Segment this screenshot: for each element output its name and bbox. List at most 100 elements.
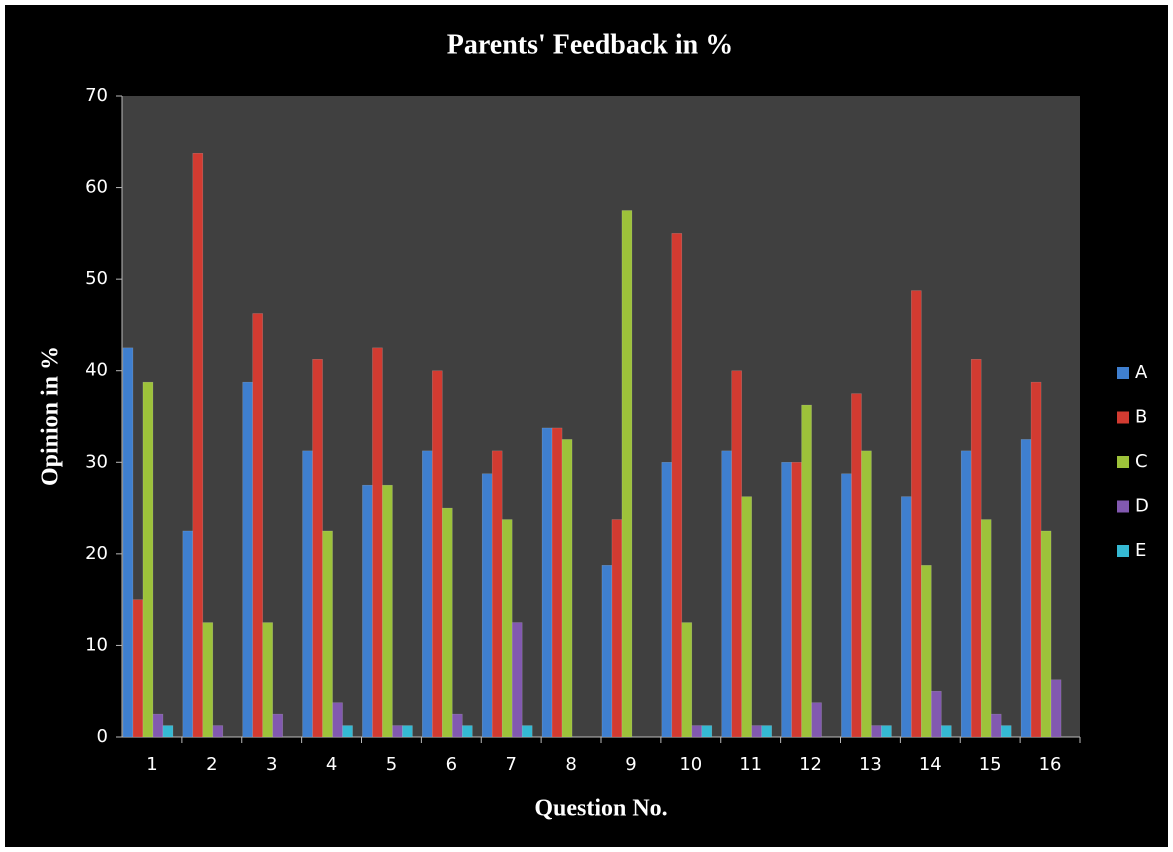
x-tick-label: 10 xyxy=(679,754,702,775)
bar xyxy=(601,565,613,738)
bar xyxy=(362,484,373,738)
y-tick-label: 50 xyxy=(85,268,108,289)
bar xyxy=(481,473,493,738)
bar xyxy=(741,496,752,738)
bar xyxy=(751,725,762,738)
x-axis-label: Question No. xyxy=(534,796,667,822)
bar xyxy=(960,450,972,738)
bar xyxy=(442,507,453,738)
legend-label: E xyxy=(1135,540,1146,561)
x-tick-label: 12 xyxy=(799,754,822,775)
x-tick-label: 1 xyxy=(146,754,157,775)
bar xyxy=(452,713,463,738)
x-tick-label: 9 xyxy=(625,754,636,775)
bar xyxy=(851,393,862,738)
y-tick-label: 70 xyxy=(85,85,108,106)
bar xyxy=(342,725,353,738)
legend-swatch xyxy=(1117,545,1129,557)
bar xyxy=(1030,381,1042,738)
bar xyxy=(801,404,812,738)
legend-swatch xyxy=(1117,367,1129,379)
bar xyxy=(781,462,792,738)
x-tick-label: 11 xyxy=(739,754,762,775)
bar xyxy=(691,725,703,738)
legend-label: A xyxy=(1135,362,1148,383)
bar xyxy=(521,725,533,738)
bar xyxy=(322,530,333,738)
bar xyxy=(551,427,563,738)
bar xyxy=(561,439,573,738)
bar xyxy=(980,519,992,738)
bar xyxy=(142,381,154,738)
legend-swatch xyxy=(1117,500,1129,513)
bar xyxy=(162,725,174,738)
bar xyxy=(152,713,164,738)
bar xyxy=(372,347,383,738)
bar xyxy=(911,290,922,738)
x-tick-label: 16 xyxy=(1039,754,1062,775)
y-tick-label: 0 xyxy=(97,726,108,747)
legend-label: B xyxy=(1135,407,1147,428)
x-tick-label: 5 xyxy=(386,754,397,775)
bar xyxy=(681,622,693,738)
bar xyxy=(921,565,932,738)
bar xyxy=(202,622,214,738)
bar xyxy=(182,530,194,738)
x-tick-label: 8 xyxy=(565,754,576,775)
bar xyxy=(611,519,623,738)
bar xyxy=(541,427,553,738)
bar xyxy=(731,370,742,738)
x-tick-label: 4 xyxy=(326,754,337,775)
bar xyxy=(272,713,283,738)
y-tick-label: 10 xyxy=(85,634,108,655)
y-tick-label: 60 xyxy=(85,177,108,198)
bar xyxy=(132,599,144,738)
bar xyxy=(501,519,513,738)
bar xyxy=(332,702,343,738)
bar xyxy=(242,381,253,738)
bar xyxy=(871,725,882,738)
bar xyxy=(721,450,732,738)
bar xyxy=(262,622,273,738)
bar xyxy=(931,690,942,738)
y-tick-label: 40 xyxy=(85,360,108,381)
bar xyxy=(432,370,443,738)
legend-label: C xyxy=(1135,451,1148,472)
bar xyxy=(511,622,523,738)
legend-swatch xyxy=(1117,411,1129,424)
bar xyxy=(671,233,683,738)
bar xyxy=(881,725,892,738)
bar xyxy=(841,473,852,738)
bar xyxy=(491,450,503,738)
x-tick-label: 14 xyxy=(919,754,942,775)
bar xyxy=(422,450,433,738)
bar xyxy=(941,725,952,738)
x-tick-label: 15 xyxy=(979,754,1002,775)
bar xyxy=(212,725,224,738)
bar xyxy=(252,313,263,738)
bar xyxy=(312,359,323,738)
bar xyxy=(1050,679,1062,738)
bar xyxy=(302,450,313,738)
x-tick-label: 6 xyxy=(446,754,457,775)
y-tick-label: 30 xyxy=(85,451,108,472)
x-tick-label: 2 xyxy=(206,754,217,775)
bar xyxy=(701,725,713,738)
bar xyxy=(402,725,413,738)
legend-label: D xyxy=(1135,496,1149,517)
bar xyxy=(382,484,393,738)
bar xyxy=(811,702,822,738)
bar xyxy=(861,450,872,738)
x-tick-label: 3 xyxy=(266,754,277,775)
bar xyxy=(392,725,403,738)
y-axis-label: Opinion in % xyxy=(38,346,64,486)
bar xyxy=(761,725,772,738)
bar xyxy=(192,152,204,738)
x-tick-label: 13 xyxy=(859,754,882,775)
bar xyxy=(661,462,673,738)
legend-swatch xyxy=(1117,456,1129,468)
bar xyxy=(462,725,473,738)
x-tick-label: 7 xyxy=(505,754,516,775)
